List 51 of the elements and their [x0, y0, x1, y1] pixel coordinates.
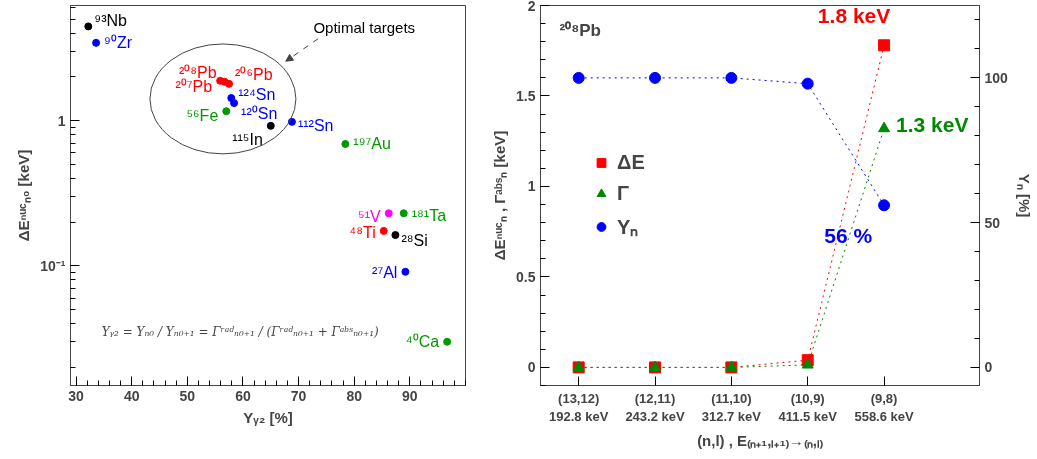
annotation: ¹¹⁵In: [232, 131, 263, 149]
y-tick-label: 10⁻¹: [40, 257, 66, 274]
y2-tick-label: 100: [984, 69, 1009, 86]
annotation: ²⁷Al: [372, 264, 398, 282]
y2-tick-label: 50: [984, 214, 1001, 231]
y-tick-label: 1.5: [516, 87, 536, 104]
x-tick-label: 70: [290, 387, 307, 404]
legend-label: Yₙ: [617, 214, 639, 240]
x-tick-label: (10,9) 411.5 keV: [778, 390, 838, 424]
annotation: Optimal targets: [313, 19, 416, 37]
x-tick-label: (12,11) 243.2 keV: [625, 390, 685, 424]
x-tick-label: (11,10) 312.7 keV: [701, 390, 762, 424]
y-tick-label: 2: [527, 0, 536, 14]
annotation: ⁵¹V: [358, 207, 382, 225]
annotation: ⁵⁶Fe: [186, 106, 219, 124]
annotation: ²⁰⁸Pb: [559, 21, 602, 41]
y2-tick-label: 0: [984, 359, 993, 376]
y-axis-title: ΔEⁿᵘᶜₙ , Γᵃᵇˢₙ [keV]: [491, 130, 509, 261]
y2-axis-title: Yₙ [%]: [1015, 173, 1033, 218]
annotation: ⁴⁰Ca: [405, 333, 440, 351]
y-tick-label: 1: [57, 112, 66, 129]
x-tick-label: 40: [123, 387, 140, 404]
x-tick-label: (9,8) 558.6 keV: [854, 390, 915, 424]
x-tick-label: 80: [346, 387, 363, 404]
data-label: 1.8 keV: [817, 3, 891, 27]
x-tick-label: 30: [68, 387, 85, 404]
x-tick-label: 50: [179, 387, 196, 404]
x-tick-label: 60: [235, 387, 251, 404]
y-axis-title: ΔEⁿᵘᶜₙ₀ [keV]: [15, 149, 33, 242]
annotation: ¹¹²Sn: [297, 117, 334, 135]
x-tick-label: 90: [402, 387, 418, 404]
annotation: ²⁰⁶Pb: [235, 66, 273, 84]
x-axis-title: Yᵧ₂ [%]: [243, 408, 293, 426]
data-label: 1.3 keV: [896, 113, 969, 137]
x-tick-label: (13,12) 192.8 keV: [549, 390, 609, 424]
legend-label: ΔE: [617, 150, 645, 174]
annotation: ¹⁹⁷Au: [353, 135, 391, 153]
annotation: ¹²⁰Sn: [241, 104, 278, 122]
y-tick-label: 1: [527, 178, 536, 195]
y-tick-label: 0.5: [516, 268, 536, 285]
legend-label: Γ: [617, 181, 631, 205]
annotation: ¹²⁴Sn: [238, 85, 276, 103]
y-tick-label: 0: [527, 359, 536, 376]
data-label: 56 %: [824, 223, 873, 247]
annotation: ²⁸Si: [401, 231, 428, 249]
annotation: ⁴⁸Ti: [349, 224, 376, 242]
annotation: Yᵧ₂ = Yₙ₀ / Yₙ₀₊₁ = Γʳᵃᵈₙ₀₊₁ / (Γʳᵃᵈₙ₀₊₁ + Γᵃᵇˢₙ₀₊₁): [101, 325, 380, 340]
annotation: ¹⁸¹Ta: [411, 206, 447, 224]
annotation: ⁹³Nb: [94, 11, 128, 29]
annotation: ⁹⁰Zr: [104, 34, 133, 52]
x-axis-title: (n,l) , E₍ₙ₊₁,ₗ₊₁₎→₍ₙ,ₗ₎: [697, 431, 823, 449]
